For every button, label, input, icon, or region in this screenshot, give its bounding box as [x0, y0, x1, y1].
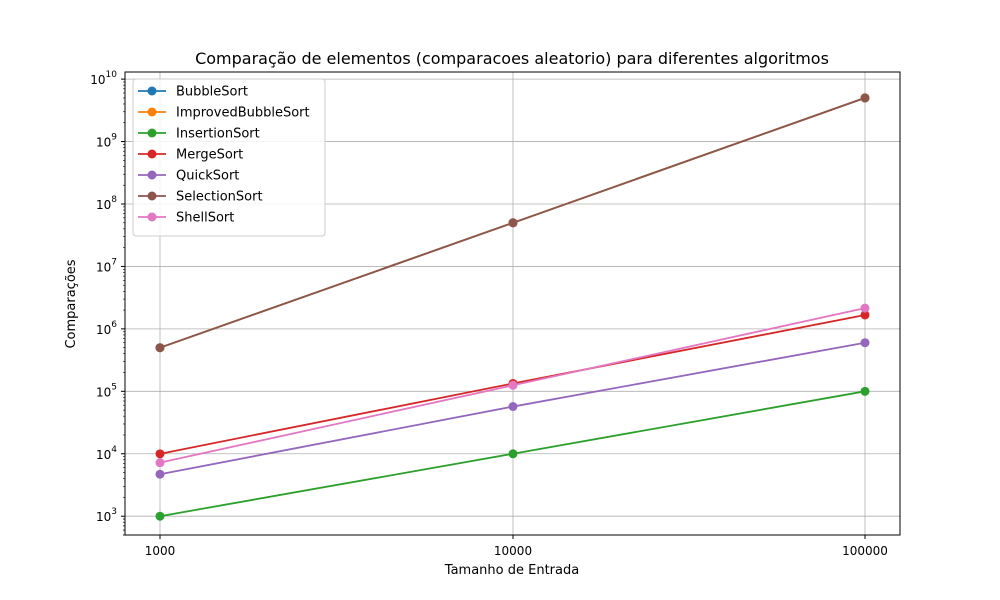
legend-label: ImprovedBubbleSort [176, 106, 310, 121]
legend-item: ImprovedBubbleSort [138, 106, 310, 121]
series-ShellSort [155, 303, 870, 468]
legend-swatch-marker [147, 212, 157, 222]
data-point [860, 303, 870, 313]
data-point [155, 449, 165, 459]
legend-swatch-marker [147, 128, 157, 138]
legend-item: InsertionSort [138, 127, 260, 142]
data-point [508, 402, 518, 412]
legend-item: QuickSort [138, 169, 239, 184]
data-point [155, 469, 165, 479]
legend-item: BubbleSort [138, 85, 248, 100]
data-point [860, 338, 870, 348]
y-tick-label: 104 [96, 445, 117, 462]
legend-swatch-marker [147, 86, 157, 96]
series-QuickSort [155, 338, 870, 479]
series-InsertionSort [155, 386, 870, 521]
legend-box [132, 78, 326, 237]
y-tick-label: 105 [96, 382, 117, 399]
x-tick-label: 100000 [842, 544, 888, 558]
legend-label: MergeSort [176, 148, 243, 163]
legend-item: SelectionSort [138, 190, 263, 205]
data-point [860, 93, 870, 103]
data-point [155, 511, 165, 521]
chart-title: Comparação de elementos (comparacoes ale… [195, 49, 829, 68]
legend-item: MergeSort [138, 148, 243, 163]
legend-swatch-marker [147, 170, 157, 180]
y-tick-label: 103 [96, 507, 117, 524]
legend-swatch-marker [147, 191, 157, 201]
series-layer [155, 93, 870, 521]
data-point [508, 449, 518, 459]
legend-label: SelectionSort [176, 190, 263, 205]
legend-label: ShellSort [176, 211, 234, 226]
data-point [508, 380, 518, 390]
legend-swatch-marker [147, 149, 157, 159]
data-point [155, 343, 165, 353]
series-SelectionSort [155, 93, 870, 353]
x-tick-label: 10000 [494, 544, 532, 558]
data-point [508, 218, 518, 228]
data-point [860, 310, 870, 320]
y-tick-label: 108 [96, 195, 117, 212]
legend: BubbleSort ImprovedBubbleSort InsertionSor… [132, 78, 326, 237]
y-tick-label: 107 [96, 257, 117, 274]
y-tick-label: 1010 [90, 70, 117, 87]
y-axis-label: Comparações [64, 259, 79, 348]
x-axis-label: Tamanho de Entrada [444, 563, 579, 578]
legend-label: InsertionSort [176, 127, 260, 142]
data-point [860, 386, 870, 396]
legend-label: BubbleSort [176, 85, 248, 100]
legend-swatch-marker [147, 107, 157, 117]
axis-ticks: 1000 10000 100000 103 104 105 106 107 108 109 1010 [90, 70, 888, 558]
x-tick-label: 1000 [145, 544, 176, 558]
y-tick-label: 106 [96, 320, 117, 337]
y-tick-label: 109 [96, 133, 117, 150]
legend-item: ShellSort [138, 211, 234, 226]
legend-label: QuickSort [176, 169, 239, 184]
data-point [155, 458, 165, 468]
